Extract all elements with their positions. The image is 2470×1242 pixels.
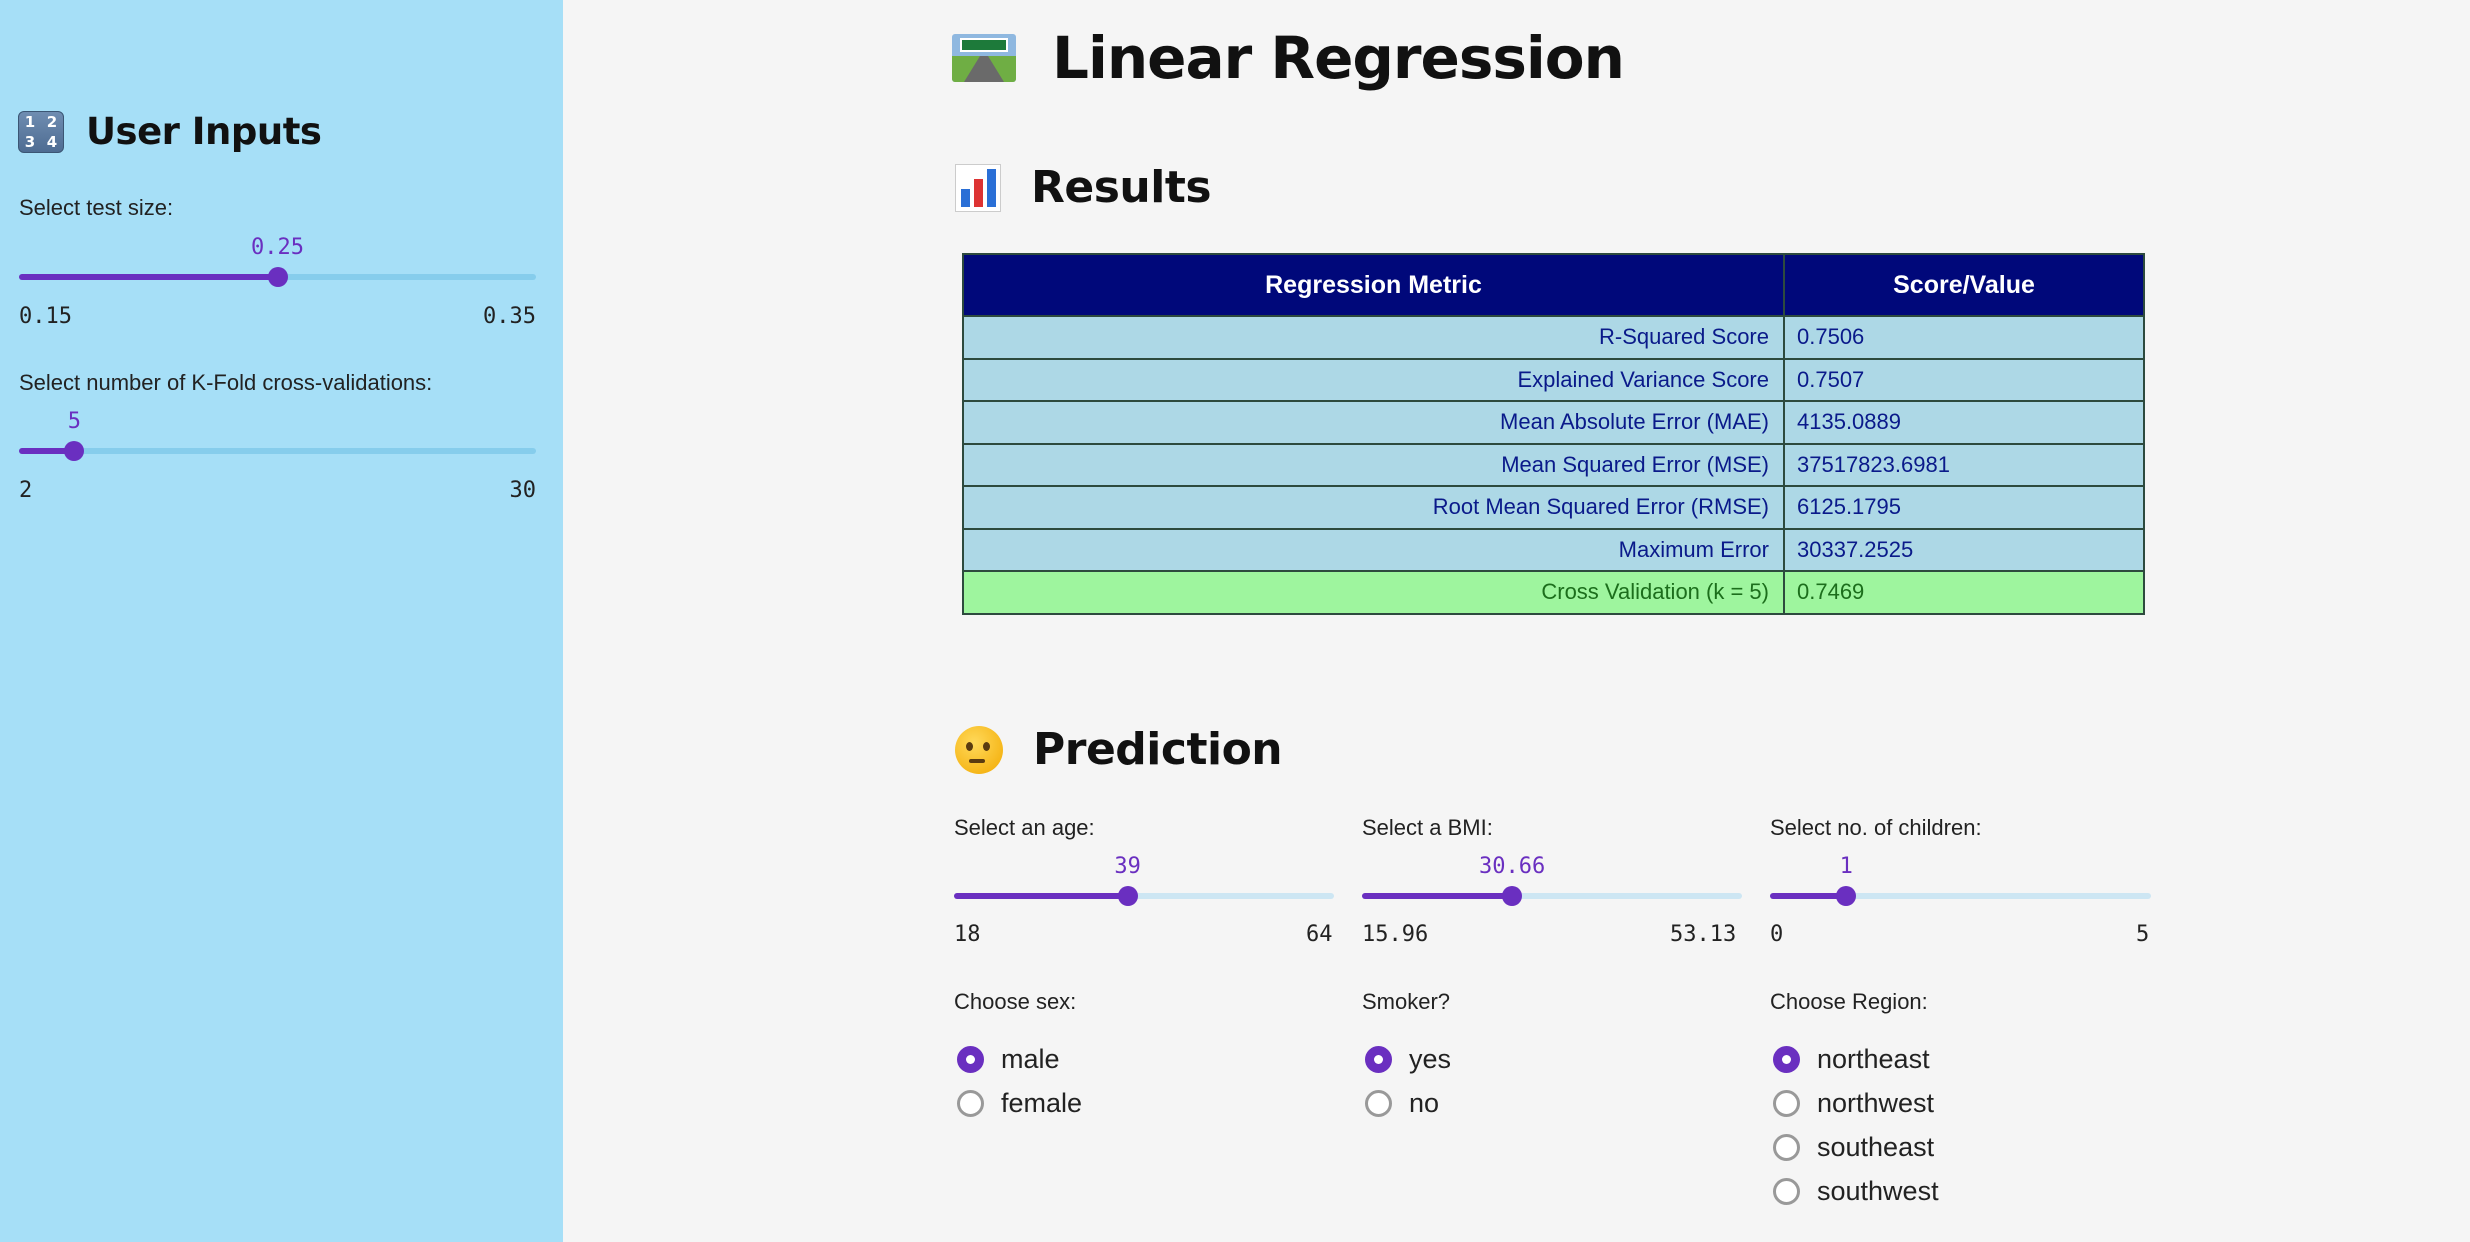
bmi-slider[interactable]: 30.66 [1362, 854, 1742, 916]
region-radio-group: northeast northwest southeast southwest [1773, 1037, 1939, 1213]
slider-thumb[interactable] [64, 441, 85, 461]
children-max: 5 [2136, 922, 2150, 947]
slider-fill [19, 274, 278, 280]
thinking-face-icon [955, 725, 1003, 774]
slider-thumb[interactable] [1117, 886, 1138, 906]
sex-label: Choose sex: [954, 989, 1077, 1014]
test-size-slider[interactable]: 0.25 [19, 235, 536, 297]
radio-circle[interactable] [1773, 1045, 1800, 1073]
sex-option-male[interactable]: male [957, 1037, 1082, 1081]
slider-value: 0.25 [251, 235, 304, 260]
slider-track[interactable] [19, 448, 536, 454]
kfold-min: 2 [19, 478, 33, 503]
metric-name: Root Mean Squared Error (RMSE) [962, 485, 1785, 530]
bar-chart-icon [955, 163, 1001, 212]
age-slider[interactable]: 39 [954, 854, 1334, 916]
slider-track[interactable] [1362, 893, 1742, 899]
table-header-row: Regression Metric Score/Value [962, 253, 2145, 317]
metric-value: 0.7469 [1783, 570, 2145, 615]
slider-value: 39 [1114, 854, 1141, 879]
slider-value: 30.66 [1478, 854, 1546, 879]
radio-circle[interactable] [1773, 1133, 1800, 1161]
results-title: Results [1031, 162, 1212, 213]
bmi-min: 15.96 [1362, 922, 1429, 947]
table-row-cross-validation: Cross Validation (k = 5) 0.7469 [962, 570, 2145, 615]
slider-value: 5 [67, 409, 81, 434]
metric-name: Mean Squared Error (MSE) [962, 442, 1785, 487]
table-row: Mean Squared Error (MSE) 37517823.6981 [962, 442, 2145, 487]
children-slider[interactable]: 1 [1770, 854, 2151, 916]
smoker-option-no[interactable]: no [1365, 1081, 1451, 1125]
slider-fill [1770, 893, 1847, 899]
radio-circle[interactable] [1365, 1089, 1392, 1117]
page-title: Linear Regression [1052, 24, 1625, 92]
input-numbers-icon: 1 2 3 4 [18, 110, 64, 153]
bmi-max: 53.13 [1670, 922, 1737, 947]
sidebar-title: 1 2 3 4 User Inputs [18, 110, 322, 153]
slider-fill [19, 448, 75, 454]
metric-value: 0.7507 [1783, 357, 2145, 402]
radio-circle[interactable] [1365, 1045, 1392, 1073]
radio-circle[interactable] [957, 1089, 984, 1117]
slider-thumb[interactable] [1836, 886, 1857, 906]
smoker-radio-group: yes no [1365, 1037, 1451, 1125]
table-row: Explained Variance Score 0.7507 [962, 357, 2145, 402]
prediction-heading: Prediction [955, 724, 1283, 775]
children-min: 0 [1770, 922, 1784, 947]
age-min: 18 [954, 922, 981, 947]
radio-circle[interactable] [1773, 1177, 1800, 1205]
page-header: Linear Regression [952, 24, 1625, 92]
table-row: Mean Absolute Error (MAE) 4135.0889 [962, 400, 2145, 445]
region-label: Choose Region: [1770, 989, 1928, 1014]
radio-circle[interactable] [957, 1045, 984, 1073]
slider-value: 1 [1839, 854, 1853, 879]
metric-value: 0.7506 [1783, 315, 2145, 360]
metric-value: 30337.2525 [1783, 527, 2145, 572]
bmi-label: Select a BMI: [1362, 815, 1493, 840]
kfold-max: 30 [509, 478, 537, 503]
age-max: 64 [1306, 922, 1333, 947]
slider-thumb[interactable] [267, 267, 288, 287]
age-label: Select an age: [954, 815, 1095, 840]
sex-radio-group: male female [957, 1037, 1082, 1125]
radio-circle[interactable] [1773, 1089, 1800, 1117]
children-label: Select no. of children: [1770, 815, 1982, 840]
smoker-option-yes[interactable]: yes [1365, 1037, 1451, 1081]
sidebar: 1 2 3 4 User Inputs Select test size: 0.… [0, 0, 563, 1242]
metric-name: Mean Absolute Error (MAE) [962, 400, 1785, 445]
metric-value: 6125.1795 [1783, 485, 2145, 530]
column-header-value: Score/Value [1783, 253, 2145, 317]
results-heading: Results [955, 162, 1212, 213]
sex-option-female[interactable]: female [957, 1081, 1082, 1125]
smoker-label: Smoker? [1362, 989, 1451, 1014]
sidebar-title-text: User Inputs [86, 110, 322, 153]
column-header-metric: Regression Metric [962, 253, 1785, 317]
test-size-min: 0.15 [19, 304, 72, 329]
metric-name: Maximum Error [962, 527, 1785, 572]
kfold-slider[interactable]: 5 [19, 409, 536, 471]
region-option-southwest[interactable]: southwest [1773, 1169, 1939, 1213]
metric-value: 4135.0889 [1783, 400, 2145, 445]
region-option-southeast[interactable]: southeast [1773, 1125, 1939, 1169]
test-size-max: 0.35 [483, 304, 536, 329]
table-row: Root Mean Squared Error (RMSE) 6125.1795 [962, 485, 2145, 530]
region-option-northeast[interactable]: northeast [1773, 1037, 1939, 1081]
slider-track[interactable] [954, 893, 1334, 899]
slider-thumb[interactable] [1502, 886, 1523, 906]
region-option-northwest[interactable]: northwest [1773, 1081, 1939, 1125]
motorway-icon [952, 34, 1016, 82]
slider-track[interactable] [1770, 893, 2151, 899]
slider-fill [954, 893, 1128, 899]
kfold-label: Select number of K-Fold cross-validation… [19, 370, 433, 395]
metric-value: 37517823.6981 [1783, 442, 2145, 487]
prediction-title: Prediction [1033, 724, 1283, 775]
table-row: Maximum Error 30337.2525 [962, 527, 2145, 572]
metric-name: R-Squared Score [962, 315, 1785, 360]
metric-name: Cross Validation (k = 5) [962, 570, 1785, 615]
slider-fill [1362, 893, 1513, 899]
results-table: Regression Metric Score/Value R-Squared … [962, 253, 2145, 615]
metric-name: Explained Variance Score [962, 357, 1785, 402]
test-size-label: Select test size: [19, 195, 174, 220]
table-row: R-Squared Score 0.7506 [962, 315, 2145, 360]
